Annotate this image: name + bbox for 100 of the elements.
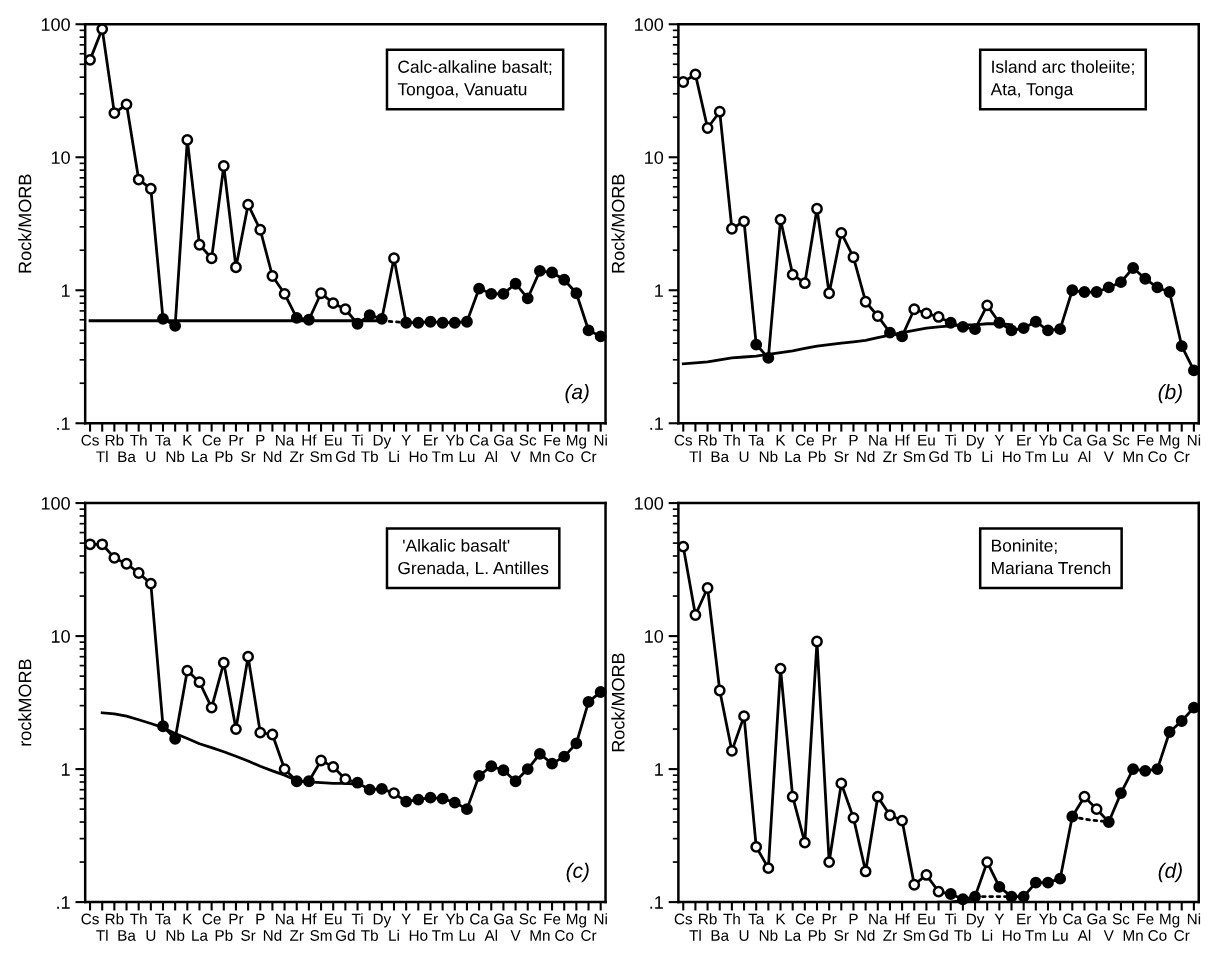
x-tick-label: Eu — [918, 434, 935, 446]
x-tick-label: Th — [723, 434, 740, 446]
x-tick-label: Pb — [215, 450, 233, 463]
x-tick-label: Cr — [581, 451, 597, 463]
x-tick-label: Ho — [409, 451, 428, 463]
x-tick-label: Fe — [544, 913, 561, 925]
x-tick-label: P — [849, 913, 858, 925]
x-tick-label: Eu — [325, 434, 342, 446]
annotation: (b) — [1158, 383, 1182, 404]
x-tick-label: Sc — [1112, 913, 1130, 925]
x-tick-label: Nd — [857, 929, 875, 941]
y-tick-label: 100 — [635, 497, 664, 510]
x-tick-label: Cr — [1174, 930, 1190, 941]
x-tick-label: Cr — [1174, 451, 1190, 463]
y-tick-label: 1 — [61, 284, 70, 297]
x-tick-label: Pr — [822, 434, 837, 446]
x-tick-label: Pb — [215, 929, 233, 941]
x-tick-label: Dy — [373, 434, 392, 449]
y-tick-label: 1 — [655, 284, 663, 297]
x-tick-label: Er — [1017, 434, 1032, 446]
y-tick-label: 10 — [645, 630, 664, 643]
x-tick-label: Fe — [1137, 913, 1154, 925]
x-tick-label: Mn — [530, 930, 550, 941]
x-tick-label: V — [1103, 930, 1114, 941]
x-tick-label: P — [256, 434, 265, 446]
x-tick-label: Mn — [530, 451, 550, 462]
x-tick-label: Na — [276, 913, 295, 925]
x-tick-label: Tm — [431, 451, 453, 462]
x-tick-label: Na — [276, 434, 295, 446]
x-tick-label: Ti — [351, 434, 363, 446]
x-tick-label: Li — [982, 929, 993, 941]
x-tick-label: Mg — [567, 913, 586, 928]
x-tick-label: Nb — [759, 450, 778, 463]
x-tick-label: Ni — [1187, 913, 1201, 925]
y-tick-label: 100 — [41, 497, 70, 510]
x-tick-label: Tl — [96, 450, 108, 462]
x-tick-label: Eu — [325, 913, 342, 925]
x-tick-label: Sc — [519, 434, 537, 446]
x-tick-label: K — [183, 434, 193, 446]
x-tick-label: Al — [1077, 450, 1091, 462]
x-tick-label: La — [785, 930, 802, 941]
x-tick-label: Ta — [748, 913, 765, 925]
annotation: 'Alkalic basalt' Grenada, L. Antilles — [398, 538, 549, 577]
x-tick-label: Ce — [202, 913, 221, 925]
x-tick-label: Ba — [118, 451, 136, 463]
x-tick-label: La — [785, 451, 802, 463]
x-tick-label: Er — [1017, 913, 1032, 925]
x-tick-label: Eu — [918, 913, 935, 925]
x-tick-label: P — [849, 434, 858, 446]
x-tick-label: Sr — [834, 451, 849, 463]
x-tick-label: K — [183, 913, 193, 925]
x-tick-label: Th — [130, 434, 147, 446]
annotation: (c) — [566, 862, 589, 883]
x-tick-label: Ga — [1087, 913, 1107, 925]
x-tick-label: Y — [994, 434, 1005, 446]
x-tick-label: V — [510, 451, 521, 462]
y-tick-label: .1 — [57, 417, 70, 430]
x-tick-label: Co — [555, 451, 574, 463]
x-tick-label: Dy — [966, 434, 985, 449]
y-axis-title: rockMORB — [18, 659, 32, 746]
x-tick-label: Hf — [302, 434, 317, 446]
x-tick-label: Zr — [290, 930, 304, 941]
y-tick-label: 10 — [645, 151, 664, 164]
x-tick-label: Gd — [929, 450, 948, 463]
x-tick-label: Ba — [118, 930, 136, 941]
x-tick-label: Ce — [795, 434, 814, 446]
x-tick-label: Hf — [895, 913, 910, 925]
x-tick-label: Er — [424, 434, 438, 446]
x-tick-label: Hf — [895, 434, 910, 446]
x-tick-label: Mg — [1160, 913, 1180, 928]
x-tick-label: Ga — [494, 913, 514, 925]
x-tick-label: Mg — [567, 434, 586, 449]
x-tick-label: Na — [869, 434, 888, 446]
x-tick-label: Li — [389, 929, 399, 941]
x-tick-label: Cs — [674, 434, 693, 446]
y-tick-label: 1 — [655, 763, 663, 776]
annotation: Boninite; Mariana Trench — [992, 538, 1111, 575]
x-tick-label: Sm — [310, 930, 332, 941]
x-tick-label: Tl — [96, 929, 108, 941]
x-tick-label: Y — [401, 913, 411, 925]
y-tick-label: .1 — [57, 896, 70, 909]
x-tick-label: Y — [401, 434, 411, 446]
x-tick-label: Ho — [1003, 451, 1021, 463]
x-tick-label: Sm — [310, 451, 332, 463]
x-tick-label: Fe — [1137, 434, 1154, 446]
x-tick-label: Rb — [105, 913, 124, 925]
x-tick-label: Ba — [711, 930, 730, 941]
x-tick-label: Tb — [361, 450, 378, 463]
x-tick-label: Li — [389, 450, 399, 462]
x-tick-label: Yb — [445, 913, 464, 925]
x-tick-label: Lu — [1052, 930, 1068, 941]
x-tick-label: Sc — [519, 913, 537, 925]
x-tick-label: Nd — [857, 450, 875, 463]
x-tick-label: Sc — [1112, 434, 1130, 446]
x-tick-label: Y — [994, 913, 1005, 925]
x-tick-label: Yb — [445, 434, 464, 446]
x-tick-label: Er — [424, 913, 438, 925]
x-tick-label: Ca — [470, 434, 489, 446]
x-tick-label: Ni — [594, 913, 607, 925]
x-tick-label: Pr — [229, 434, 244, 446]
